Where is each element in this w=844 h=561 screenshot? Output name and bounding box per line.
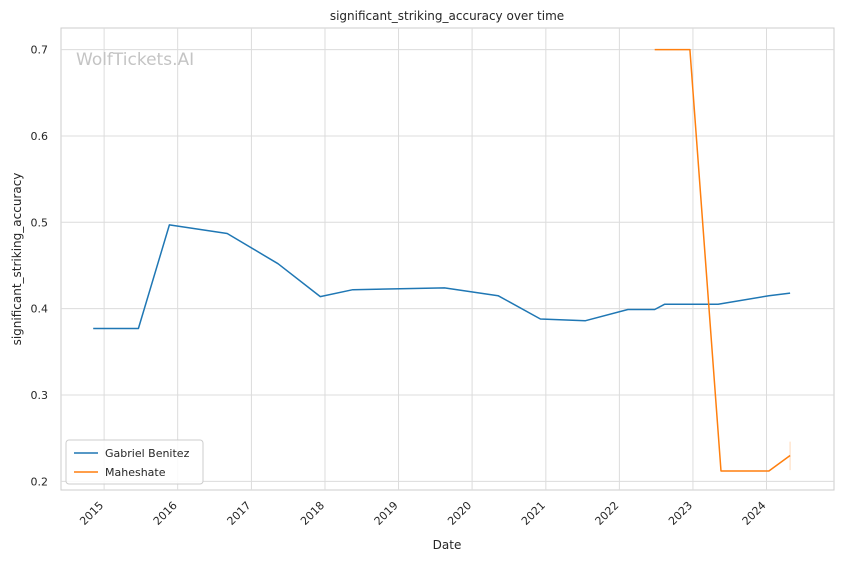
x-tick-label-2018: 2018 [298, 499, 327, 528]
y-tick-label-0.2: 0.2 [31, 475, 49, 488]
y-axis-label: significant_striking_accuracy [10, 173, 24, 346]
chart-title: significant_striking_accuracy over time [330, 9, 564, 23]
y-tick-label-0.3: 0.3 [31, 389, 49, 402]
x-tick-label-2021: 2021 [519, 499, 548, 528]
series-line-gabriel-benitez [93, 224, 791, 330]
series-line-maheshate [654, 48, 791, 472]
x-tick-label-2022: 2022 [593, 499, 622, 528]
x-tick-label-2020: 2020 [445, 499, 474, 528]
x-tick-label-2017: 2017 [225, 499, 254, 528]
series-layer [93, 48, 791, 472]
plot-area [60, 27, 835, 491]
y-tick-label-0.4: 0.4 [31, 303, 49, 316]
x-tick-label-2015: 2015 [77, 499, 106, 528]
y-tick-label-0.7: 0.7 [31, 44, 49, 57]
y-tick-label-0.5: 0.5 [31, 216, 49, 229]
x-tick-label-2016: 2016 [151, 499, 180, 528]
y-axis-ticks: 0.2 0.3 0.4 0.5 0.6 0.7 [31, 44, 49, 489]
x-axis-ticks: 2015 2016 2017 2018 2019 2020 2021 2022 2023 2024 [77, 499, 768, 528]
x-axis-label: Date [433, 538, 462, 552]
watermark: WolfTickets.AI [76, 50, 194, 70]
y-tick-label-0.6: 0.6 [31, 130, 49, 143]
legend-box [65, 439, 204, 485]
x-tick-label-2023: 2023 [666, 499, 695, 528]
x-tick-label-2024: 2024 [740, 499, 769, 528]
legend-label-gabriel-benitez: Gabriel Benitez [105, 447, 190, 460]
legend-label-maheshate: Maheshate [105, 466, 166, 479]
x-tick-label-2019: 2019 [372, 499, 401, 528]
legend: Gabriel Benitez Maheshate [65, 439, 204, 485]
